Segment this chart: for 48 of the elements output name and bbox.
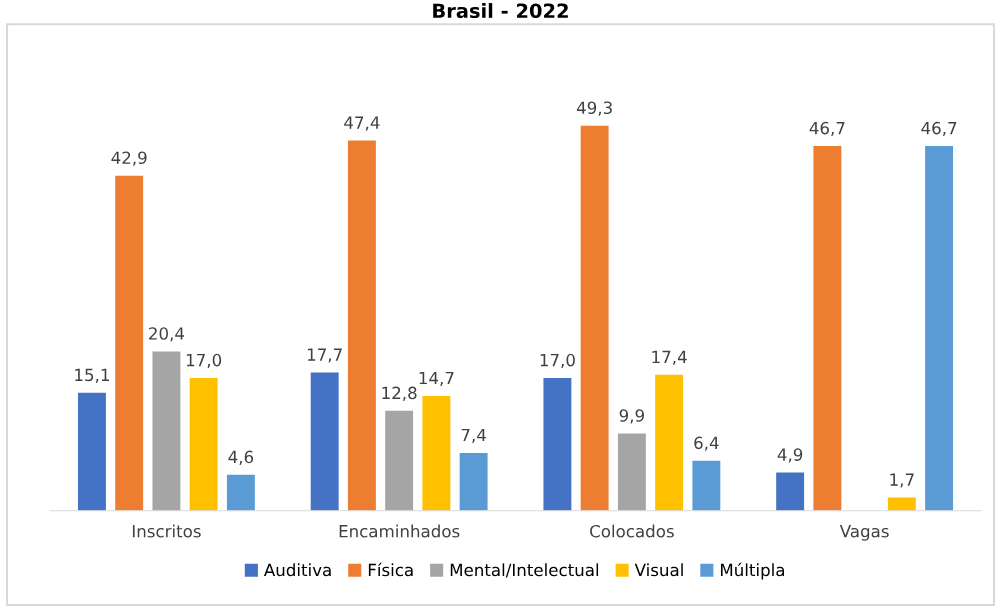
data-label: 9,9 bbox=[619, 409, 644, 424]
legend-label: Múltipla bbox=[720, 562, 785, 580]
bar bbox=[459, 452, 488, 511]
bar bbox=[925, 145, 954, 511]
data-label: 17,0 bbox=[540, 353, 575, 369]
data-label: 6,4 bbox=[694, 436, 719, 451]
chart-title: Brasil - 2022 bbox=[433, 3, 568, 19]
data-label: 12,8 bbox=[382, 386, 417, 401]
legend-label: Mental/Intelectual bbox=[450, 563, 599, 578]
data-label: 15,1 bbox=[75, 368, 109, 383]
data-label: 42,9 bbox=[111, 151, 147, 166]
bar bbox=[385, 410, 414, 511]
bar bbox=[115, 175, 144, 511]
x-tick-label: Encaminhados bbox=[339, 524, 460, 538]
bar bbox=[543, 377, 572, 511]
bar bbox=[347, 140, 376, 511]
x-tick-label: Vagas bbox=[839, 525, 889, 541]
bar bbox=[226, 474, 255, 511]
bar bbox=[617, 433, 646, 511]
bar bbox=[776, 472, 805, 511]
data-label: 46,7 bbox=[809, 121, 845, 137]
data-label: 7,4 bbox=[461, 428, 486, 444]
data-label: 4,6 bbox=[228, 450, 254, 465]
data-label: 20,4 bbox=[149, 327, 185, 342]
data-label: 14,7 bbox=[419, 371, 454, 387]
data-label: 17,4 bbox=[652, 350, 687, 365]
bar bbox=[655, 374, 684, 511]
bar bbox=[422, 395, 451, 511]
x-tick-label: Colocados bbox=[590, 524, 674, 538]
data-label: 4,9 bbox=[777, 448, 803, 463]
data-label: 17,7 bbox=[307, 348, 342, 363]
bar bbox=[310, 372, 339, 511]
bar bbox=[189, 377, 218, 511]
bar bbox=[887, 497, 916, 511]
bar bbox=[692, 460, 721, 511]
data-label: 1,7 bbox=[890, 473, 914, 488]
bar bbox=[77, 392, 106, 511]
x-tick-label: Inscritos bbox=[132, 524, 201, 538]
data-label: 47,4 bbox=[344, 116, 380, 131]
legend-label: Visual bbox=[634, 563, 683, 577]
bar bbox=[152, 351, 181, 511]
bar bbox=[580, 125, 609, 511]
bar bbox=[813, 145, 842, 511]
data-label: 49,3 bbox=[576, 101, 612, 116]
legend-label: Auditiva bbox=[263, 563, 331, 577]
data-label: 46,7 bbox=[921, 121, 957, 137]
legend-label: Física bbox=[368, 562, 413, 577]
data-label: 17,0 bbox=[186, 353, 222, 369]
